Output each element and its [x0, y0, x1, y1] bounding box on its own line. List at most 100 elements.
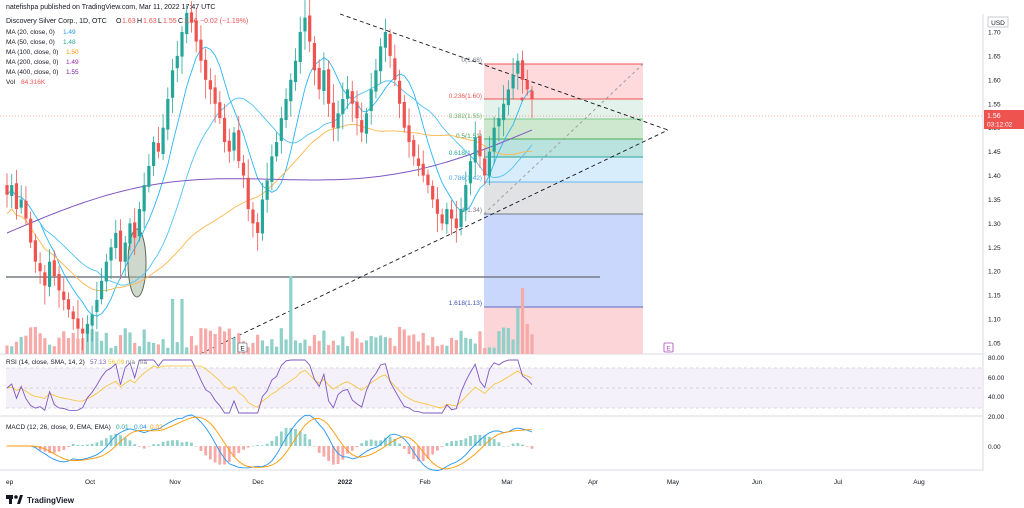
- tradingview-logo-text: TradingView: [27, 496, 75, 505]
- legend-ma200-label[interactable]: MA (200, close, 0): [6, 59, 58, 66]
- candle-body: [416, 158, 421, 166]
- volume-bar: [412, 334, 416, 354]
- macd-histogram-bar: [90, 443, 94, 446]
- volume-bar: [260, 340, 265, 354]
- time-label-nov: Nov: [169, 479, 181, 486]
- volume-bar: [227, 328, 231, 354]
- macd-histogram-bar: [289, 428, 293, 446]
- candle-body: [279, 118, 283, 141]
- legend-ma100-label[interactable]: MA (100, close, 0): [6, 49, 58, 56]
- candle-body: [52, 260, 56, 277]
- candle-body: [317, 68, 321, 90]
- ma-200-line: [6, 129, 533, 234]
- fib-label-0786: 0.786(1.42): [449, 175, 482, 182]
- macd-histogram-bar: [464, 438, 468, 446]
- candle-body: [194, 20, 198, 42]
- macd-value-hist: 0.01: [116, 424, 129, 431]
- macd-histogram-bar: [393, 439, 397, 446]
- macd-histogram-bar: [138, 446, 141, 447]
- ohlc-open-value: 1.63: [122, 18, 136, 25]
- volume-bar: [47, 344, 52, 354]
- legend-ma400-label[interactable]: MA (400, close, 0): [6, 69, 58, 76]
- tradingview-logo-icon: [6, 495, 23, 504]
- upper-trendline[interactable]: [339, 13, 669, 131]
- candle-body: [303, 17, 307, 32]
- volume-bar: [369, 336, 373, 354]
- fib-label-0236: 0.236(1.60): [449, 93, 482, 100]
- macd-histogram-bar: [175, 440, 179, 446]
- volume-bar: [440, 344, 444, 354]
- candle-body: [265, 180, 269, 200]
- price-axis[interactable]: USD 1.701.651.601.551.501.451.401.351.30…: [987, 16, 1009, 348]
- candle-body: [341, 98, 345, 114]
- macd-histogram-bar: [303, 434, 307, 446]
- volume-bar: [312, 335, 317, 354]
- price-tick-label: 1.55: [988, 101, 1001, 108]
- macd-histogram-bar: [440, 446, 444, 447]
- highlight-ellipse[interactable]: [127, 228, 147, 298]
- macd-histogram-bar: [128, 440, 132, 446]
- candle-body: [161, 127, 165, 155]
- volume-bar: [449, 337, 454, 354]
- indicator-legend: MA (20, close, 0) 1.49 MA (50, close, 0)…: [6, 29, 79, 86]
- macd-histogram-bar: [114, 433, 118, 446]
- macd-histogram-bar: [156, 444, 160, 446]
- symbol-title[interactable]: Discovery Silver Corp., 1D, OTC: [6, 18, 107, 25]
- legend-ma200-value: 1.49: [66, 59, 79, 66]
- tradingview-logo[interactable]: TradingView: [6, 495, 75, 505]
- volume-bar: [435, 346, 440, 354]
- rsi-tick-40: 40.00: [988, 394, 1005, 401]
- macd-histogram-bar: [308, 439, 312, 446]
- ma-20-line: [6, 46, 533, 317]
- ohlc-close-key: C: [178, 18, 183, 25]
- earnings-marker[interactable]: E: [237, 342, 248, 353]
- symbol-line: Discovery Silver Corp., 1D, OTC O 1.63 H…: [6, 18, 248, 25]
- legend-vol-label[interactable]: Vol: [6, 79, 16, 86]
- volume-bar: [279, 328, 283, 354]
- macd-histogram-bar: [488, 436, 491, 446]
- volume-bar: [14, 341, 19, 354]
- volume-bar: [416, 341, 421, 354]
- rsi-tick-20: 20.00: [988, 414, 1005, 421]
- candle-body: [412, 140, 416, 157]
- candlesticks: [5, 0, 534, 351]
- candle-body: [449, 209, 454, 219]
- fibonacci-retracement[interactable]: 0(1.68) 0.236(1.60) 0.382(1.55) 0.5(1.51…: [449, 57, 644, 354]
- volume-bar: [431, 337, 435, 354]
- volume-bar: [218, 326, 222, 354]
- volume-bar: [246, 347, 250, 354]
- macd-histogram-bar: [398, 443, 401, 446]
- time-axis[interactable]: ep Oct Nov Dec 2022 Feb Mar Apr May Jun …: [6, 479, 925, 486]
- volume-bar: [71, 333, 75, 354]
- lower-trendline[interactable]: [199, 129, 669, 355]
- ohlc-change: −0.02 (−1.19%): [200, 18, 248, 25]
- macd-histogram-bar: [265, 443, 269, 446]
- volume-bar: [189, 336, 194, 354]
- macd-histogram-bar: [469, 435, 472, 446]
- rsi-label[interactable]: RSI (14, close, SMA, 14, 2): [6, 359, 85, 366]
- macd-histogram-bar: [502, 445, 506, 447]
- macd-histogram-bar: [237, 446, 241, 454]
- legend-ma50-label[interactable]: MA (50, close, 0): [6, 39, 55, 46]
- volume-bar: [379, 335, 383, 354]
- volume-bar: [133, 342, 137, 354]
- candle-body: [62, 291, 66, 300]
- macd-histogram-bar: [346, 446, 349, 454]
- macd-histogram-bar: [242, 446, 245, 450]
- legend-ma20-label[interactable]: MA (20, close, 0): [6, 29, 55, 36]
- earnings-marker-future[interactable]: E: [663, 342, 674, 353]
- volume-bar: [331, 340, 335, 354]
- ohlc-open-key: O: [116, 18, 122, 25]
- volume-bar: [76, 338, 80, 354]
- volume-bar: [156, 344, 160, 354]
- volume-bar: [43, 338, 47, 354]
- fib-label-0382: 0.382(1.55): [449, 113, 482, 120]
- rsi-value-4: n/a: [138, 359, 147, 366]
- candle-body: [156, 143, 160, 152]
- macd-histogram-bar: [450, 441, 453, 446]
- volume-bar: [85, 331, 90, 354]
- macd-label[interactable]: MACD (12, 26, close, 9, EMA, EMA): [6, 424, 111, 431]
- candle-body: [407, 125, 411, 143]
- volume-bar: [516, 308, 520, 354]
